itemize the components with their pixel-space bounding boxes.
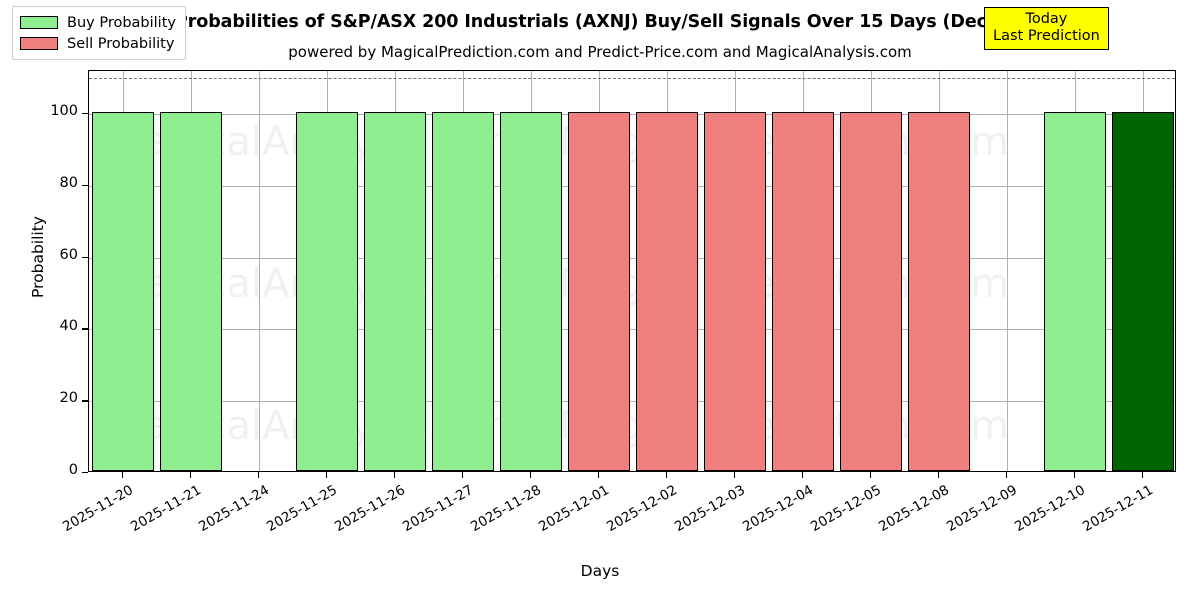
y-tick-mark [82,472,88,474]
y-tick-mark [82,328,88,330]
bar-buy-today[interactable] [1111,112,1175,471]
today-annotation: Today Last Prediction [984,7,1109,51]
y-tick-mark [82,256,88,258]
y-axis-title: Probability [29,216,47,298]
x-tick-mark [598,472,600,478]
y-tick-label: 20 [59,390,78,407]
y-tick-label: 80 [59,174,78,191]
plot-area: MagicalAnalysis.comMagicalPrediction.com… [88,70,1176,472]
gridline-horizontal [89,114,1175,116]
gridline-horizontal [89,185,1175,187]
y-tick-label: 60 [59,246,78,263]
legend-label-buy: Buy Probability [67,14,176,31]
legend-item-buy[interactable]: Buy Probability [20,12,176,33]
y-tick-mark [82,113,88,115]
gridline-vertical [1007,71,1008,471]
y-tick-label: 0 [68,462,78,478]
today-label: Today [1025,11,1068,27]
bar-buy[interactable] [91,112,155,471]
last-prediction-label: Last Prediction [993,28,1100,45]
legend-item-sell[interactable]: Sell Probability [20,33,176,54]
bar-sell[interactable] [907,112,971,471]
bar-buy[interactable] [295,112,359,471]
y-tick-mark [82,184,88,187]
x-tick-mark [530,472,532,478]
legend-swatch-sell [20,37,58,50]
bar-buy[interactable] [499,112,563,471]
gridline-horizontal [89,401,1175,403]
bar-sell[interactable] [567,112,631,471]
x-tick-mark [802,472,804,478]
bar-sell[interactable] [635,112,699,471]
bar-buy[interactable] [1043,112,1107,471]
bar-buy[interactable] [363,112,427,471]
x-tick-mark [190,472,192,478]
x-tick-mark [870,472,872,478]
x-tick-mark [1074,472,1076,478]
chart-subtitle: powered by MagicalPrediction.com and Pre… [288,43,912,61]
x-tick-mark [938,472,940,478]
x-tick-mark [666,472,668,478]
y-tick-label: 40 [59,318,78,335]
x-tick-mark [258,472,260,478]
gridline-horizontal [89,329,1175,331]
x-axis-title: Days [580,562,620,580]
threshold-dashed-line [89,78,1175,80]
y-tick-mark [82,400,88,402]
page-title: Probabilities of S&P/ASX 200 Industrials… [175,12,1025,32]
x-tick-mark [394,472,396,478]
bar-sell[interactable] [771,112,835,471]
y-tick-label: 100 [50,103,78,120]
legend-swatch-buy [20,16,58,29]
gridline-horizontal [89,257,1175,259]
x-tick-mark [734,472,736,478]
bar-sell[interactable] [839,112,903,471]
gridline-vertical [259,71,260,471]
x-tick-mark [326,472,328,478]
x-tick-mark [1006,472,1008,478]
legend-label-sell: Sell Probability [67,35,175,52]
chart-legend: Buy Probability Sell Probability [12,6,186,60]
bar-sell[interactable] [703,112,767,471]
bar-buy[interactable] [159,112,223,471]
x-tick-mark [122,472,124,478]
bar-buy[interactable] [431,112,495,471]
x-tick-mark [462,472,464,478]
x-tick-mark [1142,472,1144,478]
